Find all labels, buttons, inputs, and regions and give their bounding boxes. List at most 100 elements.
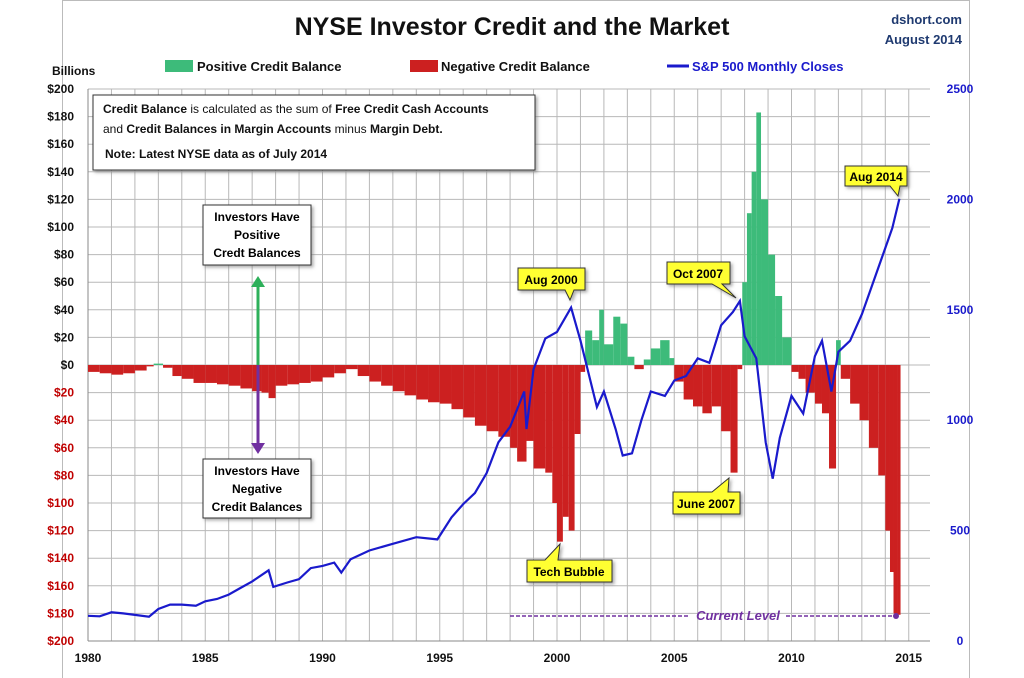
bar-positive bbox=[603, 344, 614, 365]
bar-negative bbox=[428, 365, 440, 403]
bar-negative bbox=[381, 365, 393, 386]
note-term: Credit Balance bbox=[103, 102, 187, 116]
x-tick: 1990 bbox=[309, 651, 336, 665]
current-level-label: Current Level bbox=[696, 608, 780, 623]
bar-positive bbox=[153, 363, 164, 365]
bar-positive bbox=[592, 340, 600, 365]
bar-negative bbox=[111, 365, 124, 375]
bar-negative bbox=[702, 365, 712, 414]
y-tick-left: $80 bbox=[54, 248, 74, 262]
callout-text: Aug 2014 bbox=[849, 170, 903, 184]
note-text: minus bbox=[331, 122, 370, 136]
bar-negative bbox=[557, 365, 563, 542]
callout-tech-bubble: Tech Bubble bbox=[526, 542, 613, 583]
bar-negative bbox=[517, 365, 527, 462]
bar-positive bbox=[751, 171, 757, 365]
bar-negative bbox=[580, 365, 586, 372]
negative-box-line: Investors Have bbox=[214, 464, 300, 478]
bar-negative bbox=[322, 365, 335, 378]
legend-label-negative: Negative Credit Balance bbox=[441, 59, 590, 74]
bar-negative bbox=[562, 365, 569, 517]
y-tick-left: $120 bbox=[47, 192, 74, 206]
y-tick-left: $180 bbox=[47, 110, 74, 124]
bar-negative bbox=[568, 365, 575, 531]
note-text: and bbox=[103, 122, 126, 136]
y-tick-left: $200 bbox=[47, 634, 74, 648]
legend-label-sp500: S&P 500 Monthly Closes bbox=[692, 59, 843, 74]
bar-negative bbox=[181, 365, 194, 379]
y-tick-left: $100 bbox=[47, 496, 74, 510]
bar-negative bbox=[533, 365, 546, 469]
callout-text: Tech Bubble bbox=[533, 565, 604, 579]
chart-title: NYSE Investor Credit and the Market bbox=[295, 13, 731, 41]
note-latest: Note: Latest NYSE data as of July 2014 bbox=[105, 147, 327, 161]
legend-swatch-negative bbox=[410, 60, 438, 72]
bar-negative bbox=[889, 365, 894, 572]
bar-negative bbox=[574, 365, 581, 434]
y-tick-left: $160 bbox=[47, 579, 74, 593]
bar-negative bbox=[172, 365, 182, 377]
y-tick-left: $180 bbox=[47, 606, 74, 620]
negative-box: Investors Have Negative Credit Balances bbox=[202, 458, 312, 519]
bar-positive bbox=[761, 199, 769, 365]
date-label: August 2014 bbox=[885, 32, 963, 47]
bar-negative bbox=[897, 365, 901, 615]
bar-negative bbox=[850, 365, 860, 404]
bar-negative bbox=[146, 365, 154, 367]
bar-positive bbox=[768, 254, 776, 365]
y-tick-left: $120 bbox=[47, 524, 74, 538]
callout-text: Aug 2000 bbox=[524, 273, 578, 287]
callouts: Aug 2000 Oct 2007 Aug 2014 Tech Bubble J… bbox=[517, 165, 908, 583]
bar-negative bbox=[463, 365, 475, 418]
y-tick-left: $40 bbox=[54, 303, 74, 317]
bar-negative bbox=[552, 365, 557, 503]
y-tick-left: $60 bbox=[54, 275, 74, 289]
y-axis-left-label: Billions bbox=[52, 64, 96, 78]
bar-positive bbox=[775, 296, 783, 365]
positive-box-line: Investors Have bbox=[214, 210, 300, 224]
arrows bbox=[251, 276, 265, 454]
note-term: Free Credit Cash Accounts bbox=[335, 102, 489, 116]
legend-swatch-positive bbox=[165, 60, 193, 72]
y-tick-right: 0 bbox=[957, 634, 964, 648]
bar-negative bbox=[310, 365, 323, 382]
y-tick-left: $200 bbox=[47, 82, 74, 96]
x-tick: 1985 bbox=[192, 651, 219, 665]
sp500-line bbox=[87, 198, 901, 618]
x-tick: 1980 bbox=[75, 651, 102, 665]
arrow-down-head bbox=[251, 443, 265, 454]
y-tick-left: $140 bbox=[47, 551, 74, 565]
positive-box-line: Positive bbox=[234, 228, 280, 242]
bar-negative bbox=[829, 365, 837, 469]
positive-box-line: Credt Balances bbox=[213, 246, 301, 260]
bar-negative bbox=[791, 365, 799, 372]
bar-negative bbox=[392, 365, 405, 392]
y-tick-right: 1500 bbox=[947, 303, 974, 317]
bar-negative bbox=[798, 365, 806, 379]
y-tick-right: 500 bbox=[950, 524, 970, 538]
bar-negative bbox=[193, 365, 206, 383]
bar-negative bbox=[498, 365, 511, 437]
y-tick-left: $160 bbox=[47, 137, 74, 151]
y-tick-right: 2000 bbox=[947, 192, 974, 206]
bar-negative bbox=[683, 365, 694, 400]
bar-negative bbox=[369, 365, 382, 382]
x-tick: 2000 bbox=[544, 651, 571, 665]
y-tick-left: $100 bbox=[47, 220, 74, 234]
callout-text: Oct 2007 bbox=[673, 267, 723, 281]
arrow-up-head bbox=[251, 276, 265, 287]
info-box: Credit Balance is calculated as the sum … bbox=[92, 94, 536, 171]
bar-negative bbox=[545, 365, 553, 473]
bar-negative bbox=[885, 365, 890, 531]
bar-negative bbox=[334, 365, 346, 374]
bar-positive bbox=[613, 316, 621, 365]
bar-negative bbox=[345, 365, 358, 370]
y-tick-right: 1000 bbox=[947, 413, 974, 427]
bar-negative bbox=[205, 365, 217, 383]
note-term: Margin Debt. bbox=[370, 122, 443, 136]
note-term: Credit Balances in Margin Accounts bbox=[126, 122, 331, 136]
bar-negative bbox=[357, 365, 370, 377]
legend-label-positive: Positive Credit Balance bbox=[197, 59, 342, 74]
bar-negative bbox=[134, 365, 147, 371]
